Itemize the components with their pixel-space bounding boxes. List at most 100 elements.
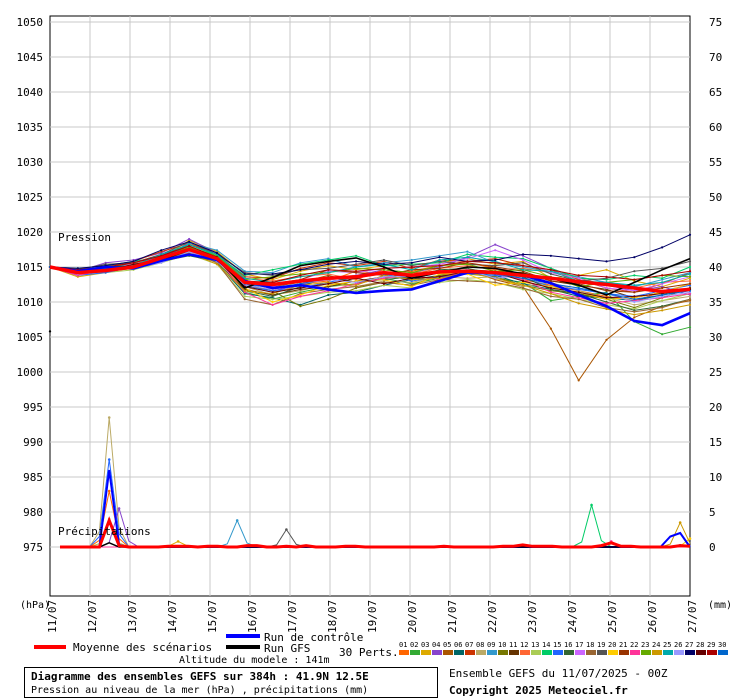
legend-member-swatch bbox=[487, 650, 497, 655]
member-pressure-point bbox=[243, 277, 246, 280]
member-pressure-point bbox=[605, 268, 608, 271]
member-pressure-point bbox=[354, 284, 358, 287]
member-pressure-point bbox=[577, 302, 580, 305]
member-precip-point bbox=[107, 489, 111, 493]
control-precip-line bbox=[60, 469, 691, 548]
member-pressure-point bbox=[633, 278, 636, 281]
legend-member-number: 21 bbox=[619, 641, 627, 649]
y-tick-label-left: 1025 bbox=[17, 191, 44, 204]
precip-panel-label: Précipitations bbox=[58, 525, 151, 538]
member-pressure-point bbox=[215, 263, 219, 266]
member-pressure-point bbox=[661, 274, 664, 277]
legend-member-number: 22 bbox=[630, 641, 638, 649]
member-pressure-point bbox=[354, 263, 358, 266]
footer-title-box: Diagramme des ensembles GEFS sur 384h : … bbox=[24, 667, 438, 698]
legend-member-swatch bbox=[696, 650, 706, 655]
member-precip-point bbox=[107, 458, 111, 461]
legend-member-number: 08 bbox=[476, 641, 484, 649]
grid bbox=[49, 15, 691, 597]
member-pressure-point bbox=[466, 260, 469, 263]
y-tick-label-right: 50 bbox=[709, 191, 722, 204]
legend-member-swatch bbox=[619, 650, 629, 655]
member-pressure-point bbox=[577, 379, 580, 382]
legend-member-swatch bbox=[564, 650, 574, 655]
left-unit-label: (hPa) bbox=[20, 600, 51, 611]
legend-member-swatch bbox=[575, 650, 585, 655]
legend-member-number: 09 bbox=[487, 641, 495, 649]
member-pressure-point bbox=[382, 275, 386, 278]
precipitation-lines bbox=[60, 416, 692, 548]
member-pressure-point bbox=[521, 253, 525, 256]
member-pressure-point bbox=[661, 246, 664, 249]
member-pressure-point bbox=[521, 277, 525, 280]
member-pressure-point bbox=[605, 289, 608, 292]
member-pressure-point bbox=[605, 296, 608, 299]
legend-member-number: 16 bbox=[564, 641, 572, 649]
member-pressure-point bbox=[160, 261, 163, 264]
y-tick-label-right: 10 bbox=[709, 471, 722, 484]
legend-member-swatch bbox=[542, 650, 552, 655]
legend-member-number: 12 bbox=[520, 641, 528, 649]
legend-control-swatch bbox=[226, 634, 260, 638]
main-lines bbox=[49, 247, 691, 549]
y-tick-label-left: 1050 bbox=[17, 16, 44, 29]
member-pressure-point bbox=[382, 263, 386, 266]
member-pressure-point bbox=[688, 298, 692, 301]
x-tick-label: 24/07 bbox=[566, 600, 579, 633]
member-pressure-point bbox=[188, 240, 191, 243]
y-tick-label-left: 990 bbox=[23, 436, 43, 449]
member-pressure-point bbox=[271, 303, 274, 306]
legend-member-number: 28 bbox=[696, 641, 704, 649]
member-pressure-point bbox=[494, 277, 497, 280]
legend-gfs-label: Run GFS bbox=[264, 642, 311, 655]
x-tick-label: 16/07 bbox=[246, 600, 259, 633]
legend-member-number: 23 bbox=[641, 641, 649, 649]
member-pressure-point bbox=[299, 286, 302, 290]
member-precip-point bbox=[688, 537, 692, 540]
member-pressure-point bbox=[633, 256, 636, 259]
member-pressure-point bbox=[549, 279, 552, 283]
altitude-label: Altitude du modele : 141m bbox=[179, 655, 330, 666]
member-pressure-point bbox=[354, 254, 358, 257]
legend-member-number: 30 bbox=[718, 641, 726, 649]
y-tick-label-right: 0 bbox=[709, 541, 716, 554]
legend-member-swatch bbox=[531, 650, 541, 655]
legend-member-swatch bbox=[399, 650, 409, 655]
member-precip-line bbox=[60, 519, 690, 548]
member-pressure-point bbox=[633, 291, 636, 294]
y-tick-label-right: 65 bbox=[709, 86, 722, 99]
legend-member-swatch bbox=[520, 650, 530, 655]
member-pressure-point bbox=[661, 333, 664, 336]
member-pressure-point bbox=[577, 286, 580, 290]
member-pressure-point bbox=[215, 249, 219, 252]
member-precip-point bbox=[285, 528, 288, 531]
member-pressure-point bbox=[327, 298, 330, 301]
mean-precip-line bbox=[60, 516, 691, 549]
y-tick-label-right: 20 bbox=[709, 401, 722, 414]
member-pressure-point bbox=[688, 265, 692, 269]
control-pressure-line bbox=[49, 253, 691, 327]
legend-member-number: 01 bbox=[399, 641, 407, 649]
member-pressure-point bbox=[521, 284, 525, 287]
member-pressure-point bbox=[243, 298, 246, 301]
member-pressure-point bbox=[577, 291, 580, 294]
legend-member-swatch bbox=[718, 650, 728, 655]
member-pressure-point bbox=[327, 268, 330, 271]
legend-member-swatch bbox=[509, 650, 519, 655]
x-tick-label: 18/07 bbox=[326, 600, 339, 633]
legend-member-number: 13 bbox=[531, 641, 539, 649]
x-tick-label: 17/07 bbox=[286, 600, 299, 633]
member-pressure-point bbox=[327, 293, 330, 297]
y-tick-label-left: 980 bbox=[23, 506, 43, 519]
legend-member-swatch bbox=[498, 650, 508, 655]
member-precip-point bbox=[590, 503, 593, 507]
member-pressure-point bbox=[299, 305, 302, 308]
member-pressure-point bbox=[605, 338, 608, 341]
member-pressure-point bbox=[132, 261, 135, 264]
legend-member-swatch bbox=[652, 650, 662, 655]
member-pressure-point bbox=[633, 274, 636, 277]
x-tick-label: 19/07 bbox=[366, 600, 379, 633]
member-pressure-point bbox=[549, 254, 552, 257]
member-pressure-point bbox=[354, 281, 358, 284]
